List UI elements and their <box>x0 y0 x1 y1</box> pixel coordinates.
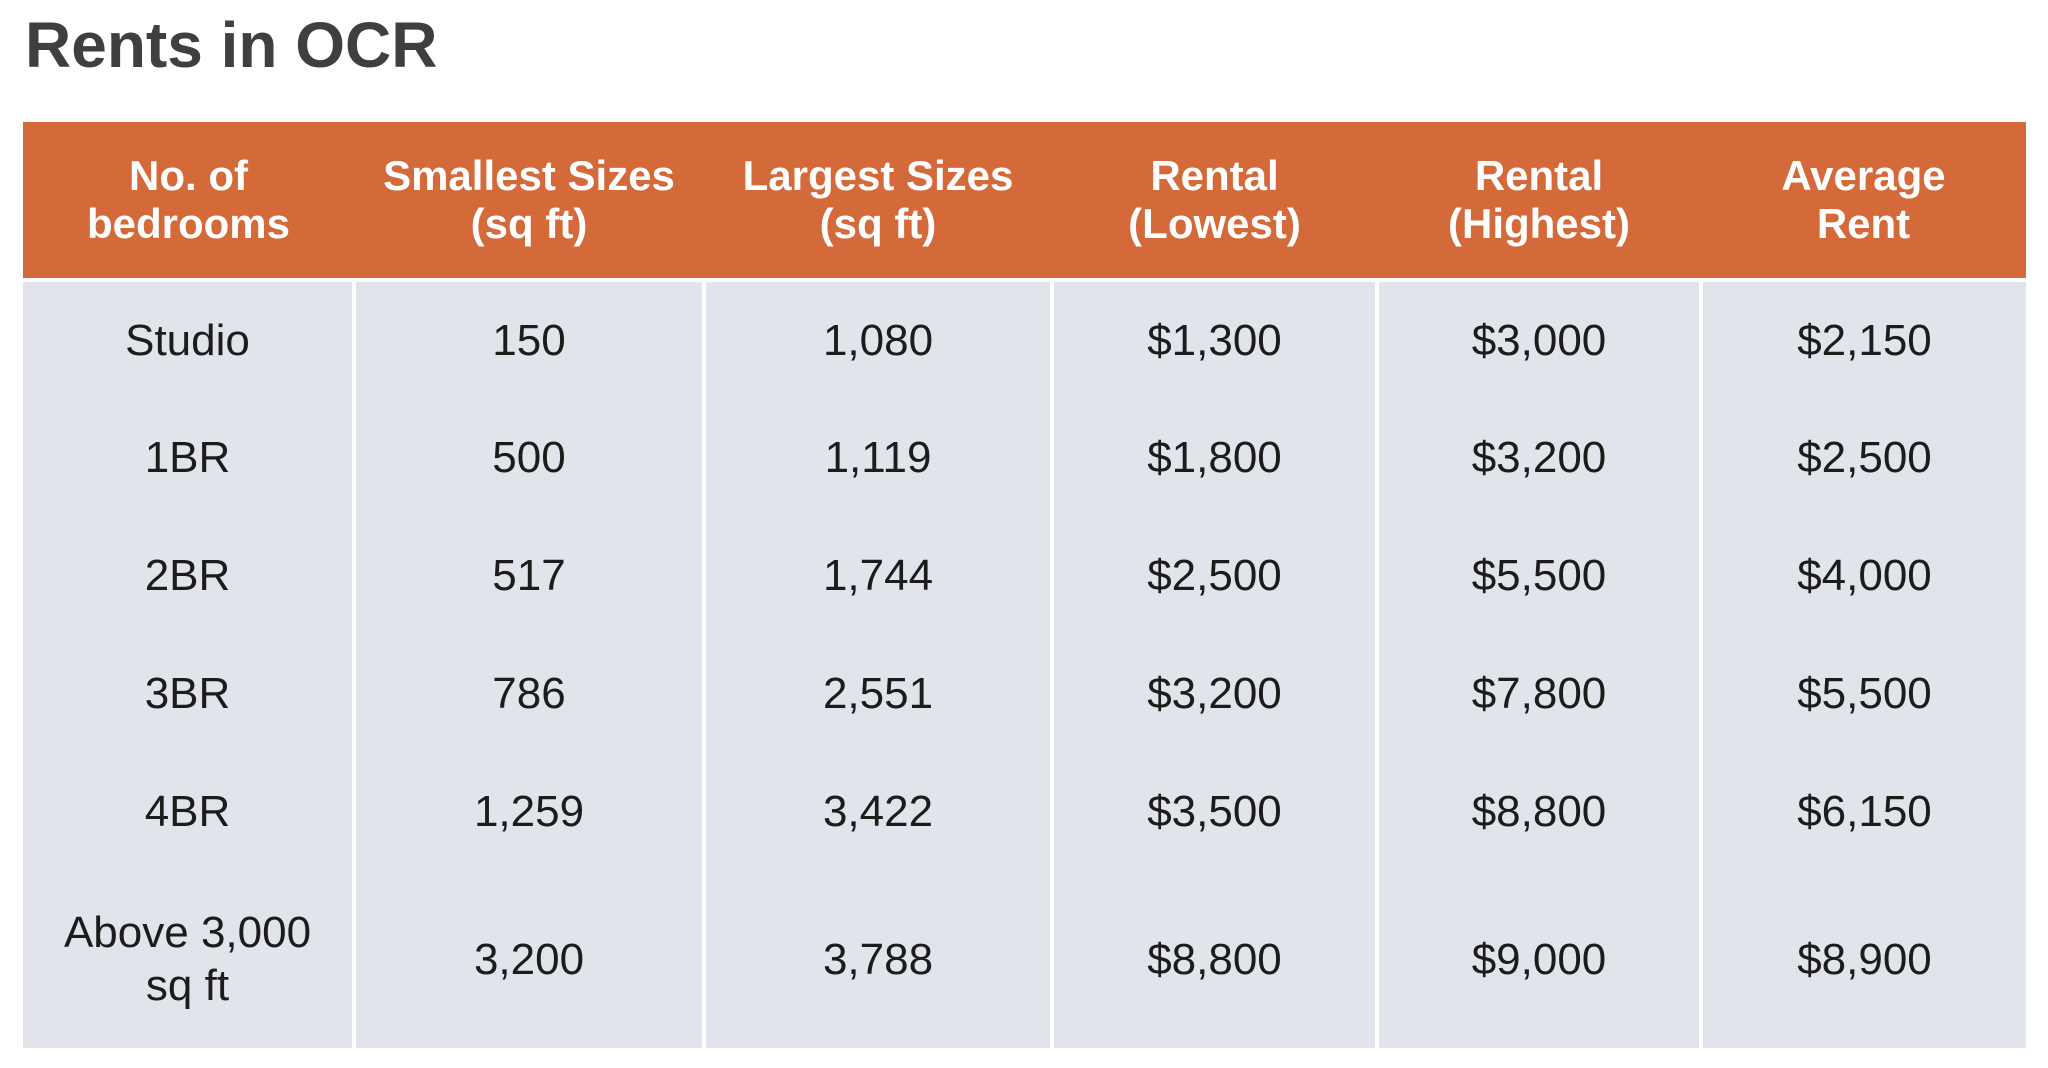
cell-rental-highest: $8,800 <box>1375 752 1701 870</box>
cell-rental-lowest: $1,800 <box>1050 398 1377 516</box>
table-row-studio: Studio 150 1,080 $1,300 $3,000 $2,150 <box>23 278 2026 398</box>
table-row-3br: 3BR 786 2,551 $3,200 $7,800 $5,500 <box>23 634 2026 752</box>
table-row-2br: 2BR 517 1,744 $2,500 $5,500 $4,000 <box>23 516 2026 634</box>
cell-largest-size: 1,119 <box>702 398 1052 516</box>
cell-rental-highest: $5,500 <box>1375 516 1701 634</box>
cell-rental-lowest: $8,800 <box>1050 870 1377 1048</box>
col-header-bedrooms: No. of bedrooms <box>23 122 354 280</box>
cell-smallest-size: 517 <box>352 516 704 634</box>
cell-rental-lowest: $1,300 <box>1050 278 1377 398</box>
cell-bedrooms: 4BR <box>23 752 354 870</box>
cell-smallest-size: 500 <box>352 398 704 516</box>
table-row-1br: 1BR 500 1,119 $1,800 $3,200 $2,500 <box>23 398 2026 516</box>
cell-largest-size: 2,551 <box>702 634 1052 752</box>
cell-largest-size: 3,788 <box>702 870 1052 1048</box>
cell-rental-highest: $9,000 <box>1375 870 1701 1048</box>
cell-bedrooms: Above 3,000 sq ft <box>23 870 354 1048</box>
cell-largest-size: 1,744 <box>702 516 1052 634</box>
page-title: Rents in OCR <box>25 9 438 81</box>
cell-smallest-size: 3,200 <box>352 870 704 1048</box>
table-header-row: No. of bedrooms Smallest Sizes (sq ft) L… <box>23 122 2026 280</box>
rents-table: No. of bedrooms Smallest Sizes (sq ft) L… <box>23 122 2026 1048</box>
col-header-smallest-size: Smallest Sizes (sq ft) <box>354 122 704 280</box>
cell-rental-lowest: $3,500 <box>1050 752 1377 870</box>
cell-bedrooms: 1BR <box>23 398 354 516</box>
table-row-above-3000: Above 3,000 sq ft 3,200 3,788 $8,800 $9,… <box>23 870 2026 1048</box>
cell-largest-size: 3,422 <box>702 752 1052 870</box>
cell-rental-highest: $7,800 <box>1375 634 1701 752</box>
cell-rental-highest: $3,200 <box>1375 398 1701 516</box>
cell-smallest-size: 150 <box>352 278 704 398</box>
cell-average-rent: $5,500 <box>1699 634 2026 752</box>
col-header-rental-highest: Rental (Highest) <box>1377 122 1701 280</box>
cell-rental-lowest: $2,500 <box>1050 516 1377 634</box>
cell-rental-lowest: $3,200 <box>1050 634 1377 752</box>
col-header-average-rent: Average Rent <box>1701 122 2026 280</box>
cell-bedrooms: 3BR <box>23 634 354 752</box>
cell-rental-highest: $3,000 <box>1375 278 1701 398</box>
cell-average-rent: $4,000 <box>1699 516 2026 634</box>
cell-bedrooms: Studio <box>23 278 354 398</box>
cell-bedrooms: 2BR <box>23 516 354 634</box>
cell-average-rent: $6,150 <box>1699 752 2026 870</box>
cell-average-rent: $2,500 <box>1699 398 2026 516</box>
col-header-largest-size: Largest Sizes (sq ft) <box>704 122 1052 280</box>
cell-smallest-size: 1,259 <box>352 752 704 870</box>
cell-largest-size: 1,080 <box>702 278 1052 398</box>
table-row-4br: 4BR 1,259 3,422 $3,500 $8,800 $6,150 <box>23 752 2026 870</box>
col-header-rental-lowest: Rental (Lowest) <box>1052 122 1377 280</box>
cell-smallest-size: 786 <box>352 634 704 752</box>
cell-average-rent: $8,900 <box>1699 870 2026 1048</box>
cell-average-rent: $2,150 <box>1699 278 2026 398</box>
